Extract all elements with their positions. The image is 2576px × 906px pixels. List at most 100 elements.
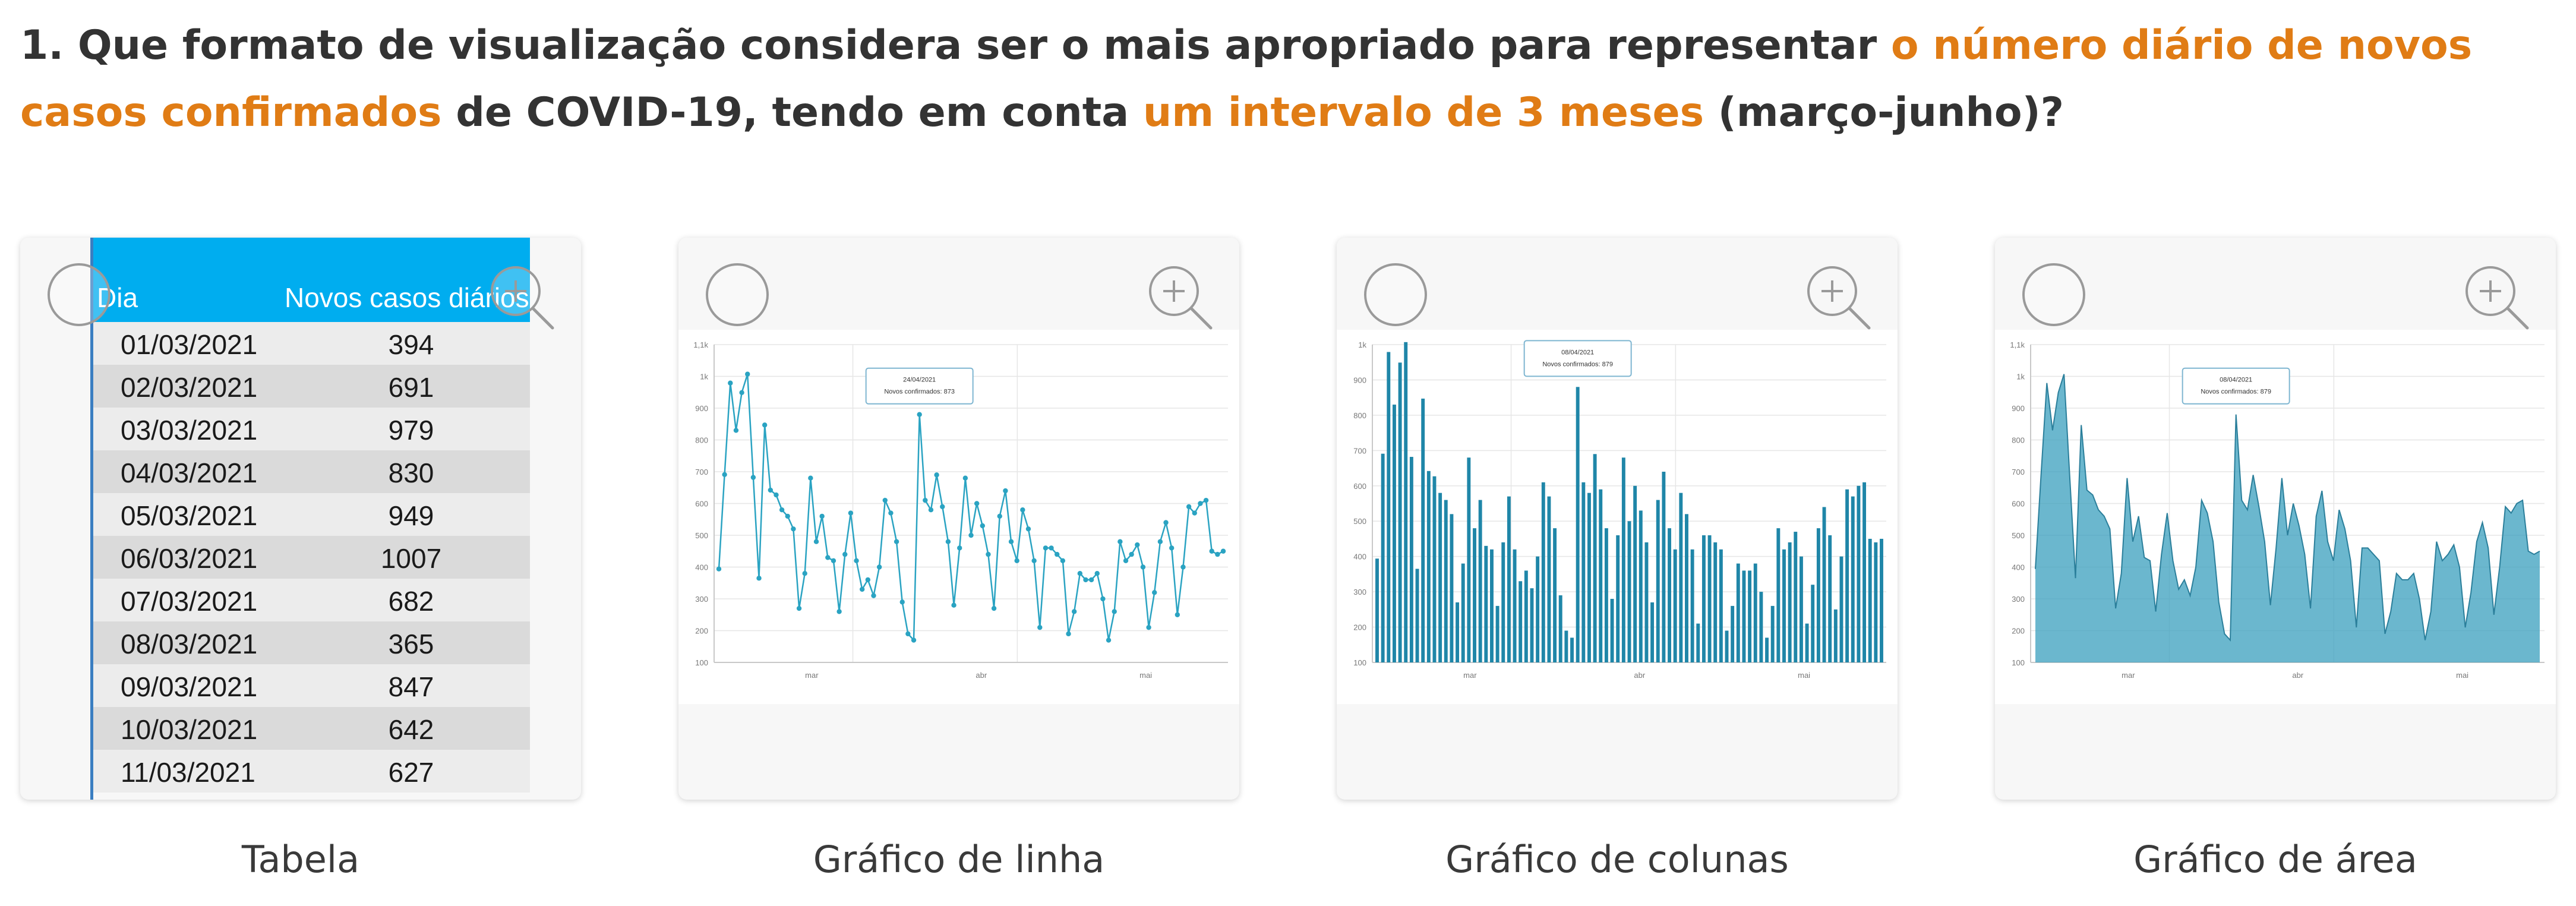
chart-bar [1857,485,1861,662]
chart-bar [1398,362,1402,662]
chart-bar [1570,637,1574,662]
table-cell-day: 06/03/2021 [121,543,258,574]
question-text-3: (março-junho)? [1704,89,2064,136]
chart-bar [1736,563,1740,662]
zoom-in-icon[interactable] [1144,261,1216,333]
chart-bar [1381,453,1385,662]
chart-point [1037,624,1043,630]
chart-point [768,487,774,493]
chart-bar [1599,489,1603,662]
chart-bar [1426,471,1431,662]
y-tick-label: 700 [1353,446,1366,455]
x-tick-label: abr [2292,671,2303,680]
y-tick-label: 1k [700,372,708,381]
chart-point [842,551,848,557]
y-tick-label: 600 [1353,482,1366,491]
chart-point [1094,571,1100,576]
chart-bar [1748,570,1752,662]
chart-bar [1650,602,1655,662]
chart-point [899,599,905,605]
chart-point [762,422,768,428]
option-caption-area-chart[interactable]: Gráfico de área [2133,838,2417,881]
chart-series-line [2035,374,2540,642]
y-tick-label: 300 [1353,588,1366,596]
chart-bar [1725,630,1729,662]
chart-point [1180,564,1186,570]
chart-point [1031,558,1037,563]
chart-point [774,492,779,498]
option-caption-column-chart[interactable]: Gráfico de colunas [1445,838,1789,881]
radio-circle-icon[interactable] [706,263,769,326]
chart-bar [1816,528,1820,662]
chart-point [905,631,911,637]
chart-point [1152,590,1157,595]
chart-point [1198,501,1203,506]
zoom-in-icon[interactable] [486,261,557,333]
chart-bar [1880,538,1883,662]
table-cell-day: 05/03/2021 [121,500,258,531]
option-card-table[interactable]: Dia Novos casos diários 01/03/2021 394 02/… [20,238,581,800]
option-card-line-chart[interactable]: 100 200 300 400 500 600 700 800 900 1k 1,1k mar abr m… [678,238,1239,800]
chart-bar [1541,482,1545,662]
y-tick-label: 500 [1353,517,1366,526]
chart-bar [1656,500,1660,662]
zoom-in-icon[interactable] [1802,261,1874,333]
y-tick-label: 900 [695,404,708,413]
option-caption-table[interactable]: Tabela [241,838,360,881]
chart-point [716,566,722,572]
question-highlight-metric: o número diário de novos casos confirmad… [20,22,2473,136]
chart-bar [1421,398,1425,662]
chart-point [1066,631,1071,637]
chart-point [739,390,744,395]
option-card-area-chart[interactable]: 100 200 300 400 500 600 700 800 900 1k 1,1k mar abr m… [1995,238,2556,800]
table-body: 01/03/2021 394 02/03/2021 691 03/03/2021 979 0… [93,322,530,793]
y-tick-label: 600 [2012,500,2025,509]
radio-circle-icon[interactable] [1364,263,1427,326]
chart-point [928,507,934,513]
chart-point [962,475,968,481]
chart-point [1163,520,1169,525]
radio-circle-icon[interactable] [48,263,111,326]
chart-bar [1387,352,1391,662]
chart-bar [1519,581,1523,662]
chart-bar [1409,457,1413,662]
chart-point [854,558,859,563]
y-tick-label: 1k [2016,372,2025,381]
chart-point [1014,558,1019,563]
x-tick-label: mai [1798,671,1810,680]
zoom-in-icon[interactable] [2461,261,2532,333]
chart-point [940,504,945,510]
option-caption-line-chart[interactable]: Gráfico de linha [813,838,1105,881]
chart-point [1055,551,1060,557]
option-card-column-chart[interactable]: 100 200 300 400 500 600 700 800 900 1k mar abr mai 08… [1337,238,1898,800]
y-tick-label: 300 [2012,595,2025,604]
chart-bar [1765,637,1769,662]
chart-point [951,602,956,608]
table-cell-day: 10/03/2021 [121,714,258,745]
chart-bar [1536,556,1540,662]
chart-tooltip: 24/04/2021 Novos confirmados: 873 [865,367,974,405]
chart-point [923,497,928,503]
chart-bar [1770,605,1775,662]
radio-circle-icon[interactable] [2022,263,2085,326]
chart-bar [1788,542,1792,662]
table-row: 08/03/2021 365 [93,621,530,664]
chart-bar [1513,549,1517,662]
y-tick-label: 200 [2012,627,2025,636]
chart-bar [1501,542,1505,662]
table-cell-cases: 691 [388,372,434,403]
y-tick-label: 100 [2012,658,2025,667]
table-row: 02/03/2021 691 [93,365,530,408]
chart-bar [1679,493,1683,662]
chart-point [1088,577,1094,583]
chart-point [871,593,876,598]
chart-point [1220,548,1226,554]
question-highlight-interval: um intervalo de 3 meses [1142,89,1704,136]
chart-point [750,475,756,480]
chart-area [2035,374,2540,662]
table-cell-day: 07/03/2021 [121,586,258,617]
chart-bar [1489,549,1494,662]
chart-bar [1478,500,1482,662]
chart-point [1071,609,1077,614]
chart-point [986,551,991,557]
